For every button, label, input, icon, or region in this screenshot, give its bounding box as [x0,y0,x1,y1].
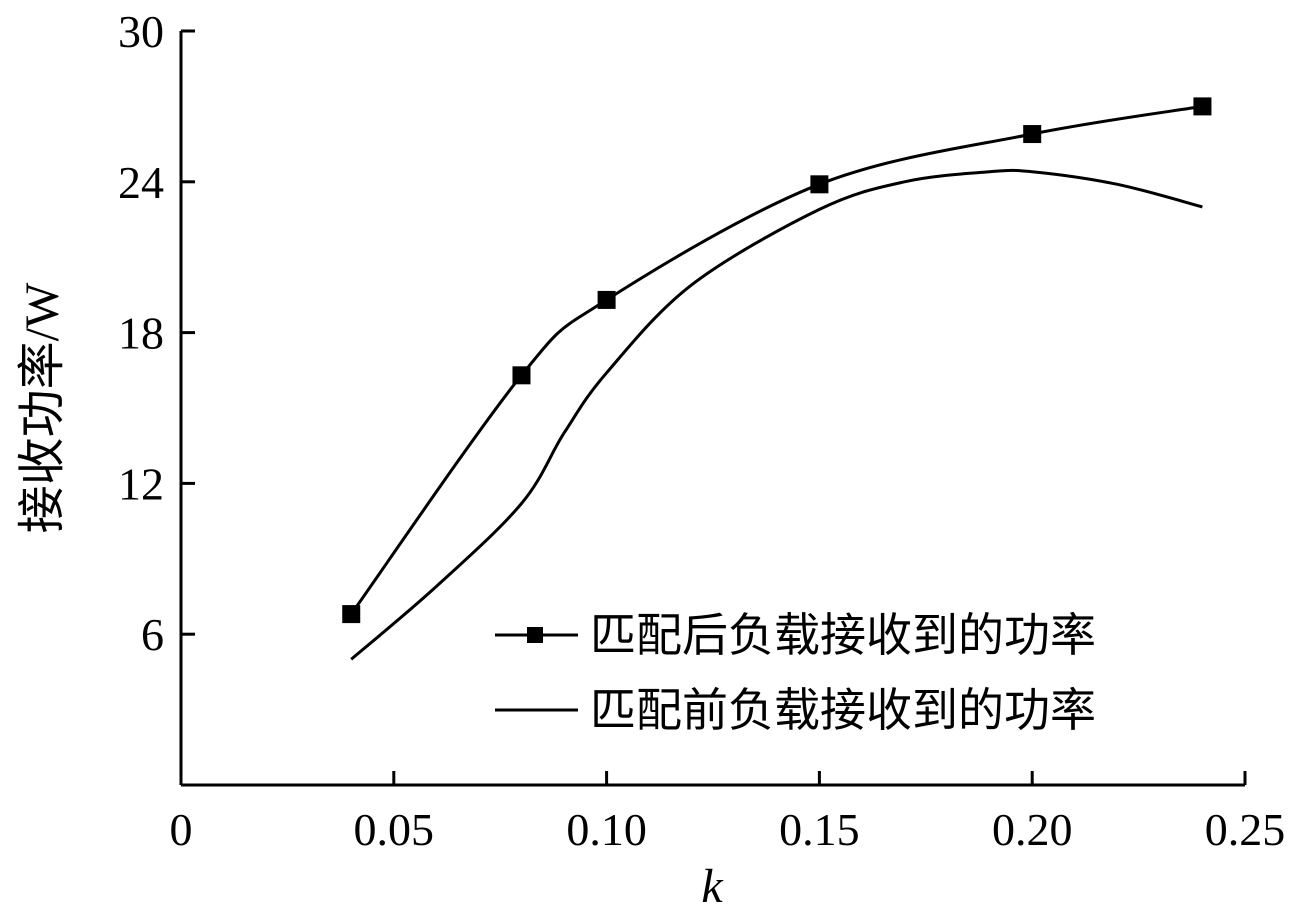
x-axis-label: k [701,860,724,913]
x-tick-label: 0.20 [992,804,1073,855]
x-tick-label: 0.15 [779,804,860,855]
series-layer [342,97,1212,661]
series-1 [342,97,1212,624]
legend-marker [527,627,543,643]
y-axis-label: 接收功率/W [16,282,69,533]
legend-label: 匹配后负载接收到的功率 [590,608,1096,662]
legend-item-1: 匹配后负载接收到的功率 [495,608,1096,662]
x-tick-label: 0.10 [566,804,647,855]
data-point [1023,125,1042,144]
data-point [597,290,616,309]
y-tick-label: 6 [141,609,164,660]
x-tick-label: 0 [170,804,193,855]
data-point [512,366,531,385]
legend-label: 匹配前负载接收到的功率 [590,683,1096,737]
series-2-line [350,168,1203,661]
series-1-line [349,104,1203,615]
x-tick-label: 0.25 [1205,804,1286,855]
legend-item-2: 匹配前负载接收到的功率 [495,683,1096,737]
axes [179,31,1245,787]
y-tick-label: 12 [118,458,164,509]
data-point [1193,97,1212,116]
y-tick-label: 18 [118,308,164,359]
series-2 [350,168,1203,661]
ticks: 0 0.05 0.10 0.15 0.20 0.25 6 12 18 24 30 [118,6,1285,855]
y-tick-label: 30 [118,6,164,57]
x-tick-label: 0.05 [354,804,435,855]
data-point [342,605,361,624]
y-tick-label: 24 [118,157,164,208]
data-point [810,175,829,194]
